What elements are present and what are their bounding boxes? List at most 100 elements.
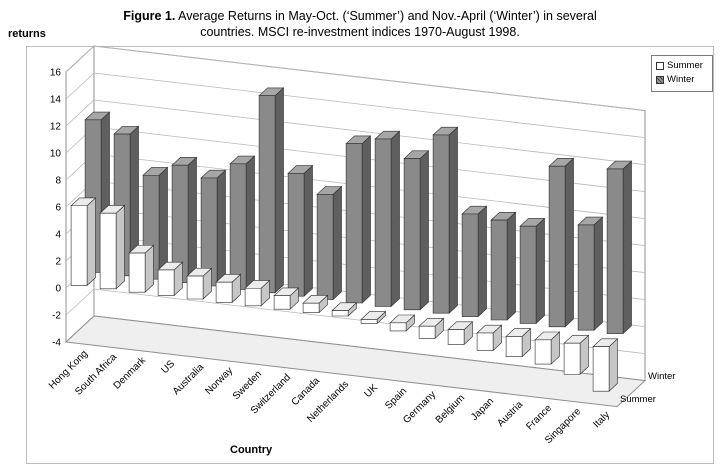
bar-face bbox=[564, 157, 574, 328]
bar-summer-11 bbox=[389, 314, 416, 332]
bar-face bbox=[389, 322, 407, 332]
bar-face bbox=[461, 213, 479, 317]
bar-summer-9 bbox=[331, 302, 358, 317]
bar-winter-9 bbox=[345, 135, 372, 304]
bar-winter-7 bbox=[287, 164, 314, 297]
figure-number: Figure 1. bbox=[123, 9, 176, 23]
bar-face bbox=[216, 169, 226, 287]
bar-face bbox=[115, 204, 125, 290]
bar-winter-18 bbox=[606, 160, 633, 335]
gridline-leftwall bbox=[65, 288, 95, 316]
category-label: France bbox=[524, 402, 554, 432]
bar-summer-2 bbox=[128, 244, 155, 293]
y-tick-label: -4 bbox=[52, 338, 61, 349]
bar-summer-3 bbox=[157, 261, 184, 297]
y-tick-label: 12 bbox=[50, 122, 62, 133]
bar-winter-17 bbox=[577, 216, 604, 331]
figure-title: Figure 1. Average Returns in May-Oct. (‘… bbox=[0, 8, 720, 41]
category-label: UK bbox=[363, 382, 381, 400]
bar-winter-13 bbox=[461, 205, 488, 318]
figure-title-text: Average Returns in May-Oct. (‘Summer’) a… bbox=[175, 9, 597, 23]
bar-face bbox=[432, 134, 450, 314]
category-label: US bbox=[160, 358, 178, 376]
bar-face bbox=[593, 216, 603, 331]
bar-face bbox=[448, 126, 458, 314]
bar-summer-5 bbox=[215, 273, 242, 304]
bar-face bbox=[418, 325, 436, 339]
bar-winter-10 bbox=[374, 130, 401, 308]
bar-face bbox=[302, 302, 320, 313]
gridline-backwall bbox=[93, 45, 646, 111]
bar-face bbox=[608, 338, 618, 392]
legend-label-winter: Winter bbox=[667, 74, 695, 86]
legend-item-winter: Winter bbox=[656, 73, 708, 87]
bar-face bbox=[244, 287, 262, 307]
bar-face bbox=[622, 160, 632, 335]
bar-face bbox=[374, 138, 392, 307]
bar-face bbox=[331, 310, 349, 317]
y-tick-label: 16 bbox=[50, 68, 62, 79]
category-label: Norway bbox=[203, 365, 235, 397]
bar-face bbox=[187, 156, 197, 284]
bar-winter-8 bbox=[316, 185, 343, 301]
bar-face bbox=[476, 332, 494, 351]
bar-summer-13 bbox=[447, 321, 474, 346]
bar-face bbox=[490, 219, 508, 321]
bar-winter-6 bbox=[258, 87, 285, 294]
bar-face bbox=[229, 163, 247, 290]
category-label: Japan bbox=[469, 396, 496, 423]
bar-face bbox=[505, 336, 523, 357]
bar-face bbox=[577, 224, 595, 331]
bar-winter-3 bbox=[171, 156, 198, 284]
y-tick-label: 8 bbox=[55, 176, 61, 187]
depth-axis-label-winter: Winter bbox=[648, 371, 676, 382]
bar-summer-18 bbox=[592, 338, 619, 392]
bar-summer-6 bbox=[244, 279, 271, 307]
legend-label-summer: Summer bbox=[667, 60, 703, 71]
bar-summer-8 bbox=[302, 294, 329, 314]
bar-face bbox=[361, 135, 371, 304]
gridline-backwall bbox=[93, 99, 646, 165]
bar-face bbox=[86, 197, 96, 287]
bar-summer-14 bbox=[476, 324, 503, 352]
figure-title-line2: countries. MSCI re-investment indices 19… bbox=[200, 25, 520, 40]
bar-face bbox=[274, 87, 284, 294]
bar-face bbox=[345, 143, 363, 304]
legend: Summer Winter bbox=[651, 55, 713, 92]
bar-face bbox=[215, 281, 233, 303]
bar-face bbox=[548, 165, 566, 328]
bar-face bbox=[563, 342, 581, 375]
bar-face bbox=[144, 244, 154, 293]
bar-summer-16 bbox=[534, 331, 561, 365]
bar-winter-12 bbox=[432, 126, 459, 314]
gridline-leftwall bbox=[65, 45, 95, 73]
bar-summer-15 bbox=[505, 327, 532, 358]
y-tick-label: 14 bbox=[50, 95, 62, 106]
figure-title-line1: Figure 1. Average Returns in May-Oct. (‘… bbox=[0, 8, 720, 24]
bar-face bbox=[535, 217, 545, 325]
bar-face bbox=[128, 252, 146, 293]
bar-summer-12 bbox=[418, 317, 445, 340]
bar-face bbox=[390, 130, 400, 308]
gridline-leftwall bbox=[65, 72, 95, 100]
y-tick-label: 4 bbox=[55, 230, 61, 241]
y-tick-label: 2 bbox=[55, 257, 61, 268]
bar-winter-16 bbox=[548, 157, 575, 328]
bar-summer-0 bbox=[70, 197, 97, 287]
bar-face bbox=[287, 173, 305, 297]
depth-axis-label-summer: Summer bbox=[620, 394, 656, 405]
bar-face bbox=[99, 212, 117, 290]
x-axis-title: Country bbox=[230, 444, 273, 456]
bar-face bbox=[273, 295, 291, 310]
floor bbox=[64, 315, 647, 408]
bar-face bbox=[592, 346, 610, 392]
category-label: Austria bbox=[495, 399, 525, 429]
y-axis-title: returns bbox=[8, 28, 46, 40]
category-label: Canada bbox=[290, 375, 323, 408]
bar-face bbox=[534, 339, 552, 365]
bar-face bbox=[606, 168, 624, 334]
legend-swatch-summer bbox=[656, 62, 664, 71]
bar-face bbox=[506, 211, 516, 321]
bar-face bbox=[316, 194, 334, 300]
